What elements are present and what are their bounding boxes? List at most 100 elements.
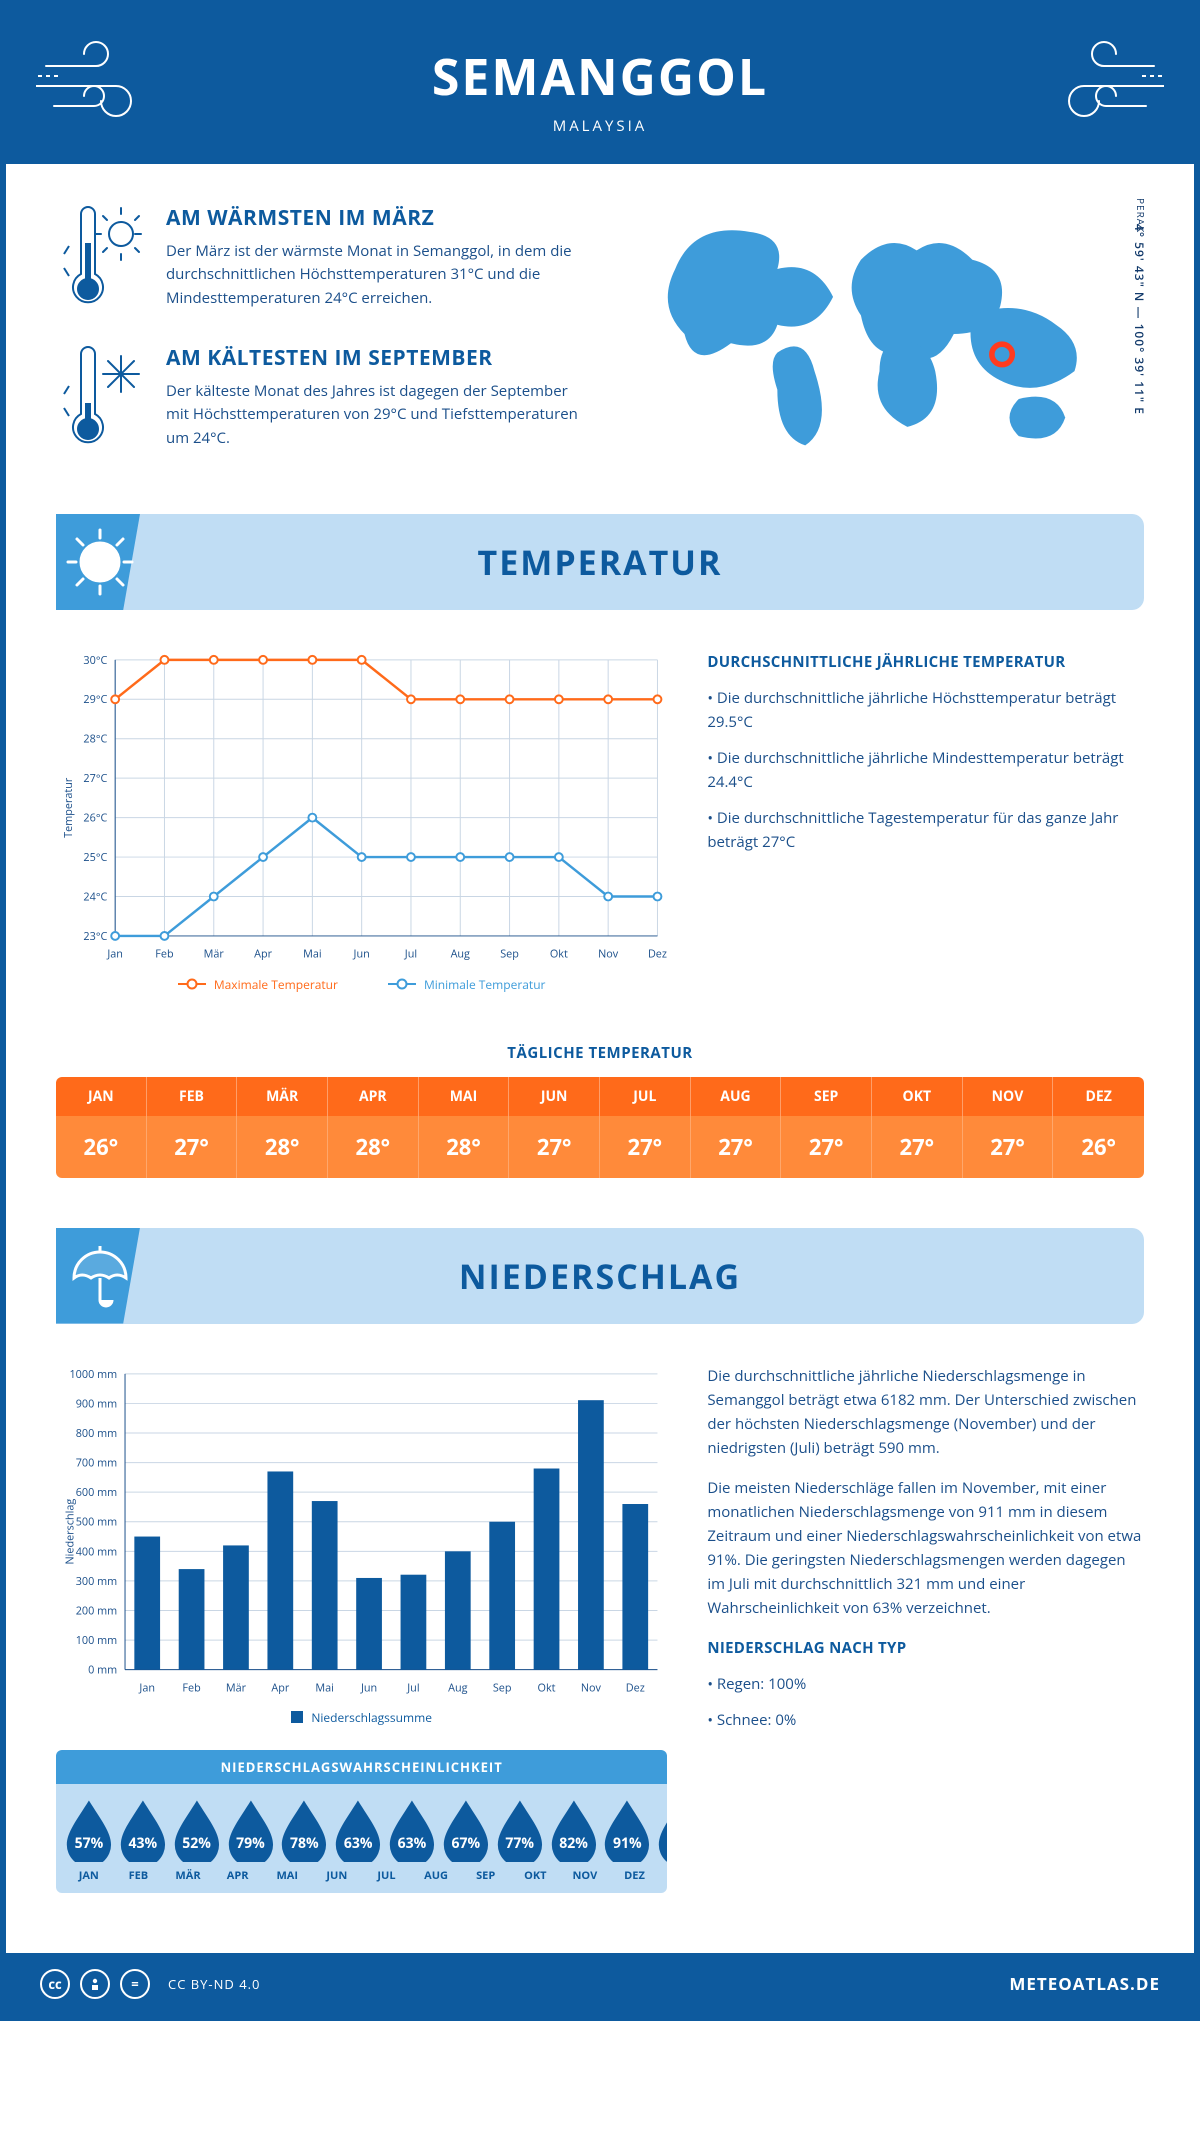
precip-prob-drop: 57% [64,1798,114,1867]
daily-month-head: APR [328,1077,419,1116]
svg-text:Aug: Aug [451,947,470,962]
precip-prob-month: JUN [312,1868,362,1883]
precip-prob-month: APR [213,1868,263,1883]
svg-text:Nov: Nov [598,947,619,962]
precip-prob-month: JAN [64,1868,114,1883]
svg-text:Okt: Okt [550,947,568,962]
temp-bullet-2: • Die durchschnittliche jährliche Mindes… [707,746,1144,794]
daily-temp-table: JANFEBMÄRAPRMAIJUNJULAUGSEPOKTNOVDEZ 26°… [56,1077,1144,1178]
svg-text:Sep: Sep [493,1680,512,1695]
daily-temp-value: 28° [328,1116,419,1178]
precip-prob-drop: 77% [495,1798,545,1867]
sun-icon [64,526,136,598]
precip-prob-month: NOV [560,1868,610,1883]
coldest-title: AM KÄLTESTEN IM SEPTEMBER [166,344,585,372]
daily-temp-value: 26° [1053,1116,1144,1178]
svg-text:29°C: 29°C [83,692,107,707]
daily-month-head: FEB [147,1077,238,1116]
precip-prob-drop: 76% [656,1798,667,1867]
site-name: METEOATLAS.DE [1009,1972,1160,1995]
svg-text:Feb: Feb [182,1680,201,1695]
daily-month-head: DEZ [1053,1077,1144,1116]
daily-temp-value: 27° [509,1116,600,1178]
precip-prob-drop: 91% [602,1798,652,1867]
wind-icon [36,36,176,126]
svg-text:30°C: 30°C [83,653,107,668]
footer: cc = CC BY-ND 4.0 METEOATLAS.DE [6,1953,1194,2015]
temp-bullet-1: • Die durchschnittliche jährliche Höchst… [707,686,1144,734]
svg-text:900 mm: 900 mm [76,1396,117,1411]
precip-prob-month: DEZ [610,1868,660,1883]
precip-prob-month: JUL [362,1868,412,1883]
svg-text:Apr: Apr [271,1680,289,1695]
precip-prob-title: NIEDERSCHLAGSWAHRSCHEINLICHKEIT [56,1750,667,1784]
thermometer-snow-icon [56,344,146,454]
svg-text:Jul: Jul [406,1680,419,1695]
svg-text:Mär: Mär [226,1680,247,1695]
cc-icon: cc [40,1969,70,1999]
svg-text:Dez: Dez [626,1680,645,1695]
temperature-legend: Maximale Temperatur Minimale Temperatur [56,976,667,993]
precip-para-2: Die meisten Niederschläge fallen im Nove… [707,1476,1144,1620]
precip-prob-month: FEB [114,1868,164,1883]
wind-icon [1024,36,1164,126]
precip-type-1: • Regen: 100% [707,1672,1144,1696]
svg-text:Mai: Mai [315,1680,334,1695]
legend-min-label: Minimale Temperatur [424,976,546,993]
precip-prob-drop: 79% [226,1798,276,1867]
world-map [615,204,1144,464]
svg-text:Temperatur: Temperatur [61,777,76,838]
daily-temp-value: 27° [600,1116,691,1178]
precip-banner: NIEDERSCHLAG [56,1228,1144,1324]
daily-month-head: MAI [419,1077,510,1116]
temperature-banner: TEMPERATUR [56,514,1144,610]
daily-month-head: OKT [872,1077,963,1116]
svg-text:Niederschlag: Niederschlag [63,1498,78,1564]
svg-text:100 mm: 100 mm [76,1633,117,1648]
precip-prob-month: SEP [461,1868,511,1883]
temperature-chart: 23°C24°C25°C26°C27°C28°C29°C30°CJanFebMä… [56,650,667,966]
svg-text:Sep: Sep [500,947,519,962]
thermometer-sun-icon [56,204,146,314]
svg-text:24°C: 24°C [83,889,107,904]
precip-prob-drop: 67% [441,1798,491,1867]
svg-text:25°C: 25°C [83,850,107,865]
precip-prob-drop: 82% [549,1798,599,1867]
coordinates: 4° 59' 43" N — 100° 39' 11" E [1131,224,1148,415]
svg-text:200 mm: 200 mm [76,1603,117,1618]
legend-max-label: Maximale Temperatur [214,976,338,993]
temperature-title: TEMPERATUR [478,539,723,585]
svg-text:0 mm: 0 mm [88,1662,117,1677]
daily-month-head: SEP [781,1077,872,1116]
precip-prob-month: AUG [411,1868,461,1883]
svg-text:Jan: Jan [106,947,123,962]
svg-text:700 mm: 700 mm [76,1455,117,1470]
temp-side-heading: DURCHSCHNITTLICHE JÄHRLICHE TEMPERATUR [707,650,1144,674]
precip-type-2: • Schnee: 0% [707,1708,1144,1732]
svg-text:600 mm: 600 mm [76,1485,117,1500]
daily-temp-value: 27° [872,1116,963,1178]
precip-prob-month: MÄR [163,1868,213,1883]
warmest-fact: AM WÄRMSTEN IM MÄRZ Der März ist der wär… [56,204,585,314]
precip-legend: Niederschlagssumme [56,1709,667,1726]
svg-text:Feb: Feb [155,947,174,962]
daily-temp-value: 28° [419,1116,510,1178]
daily-month-head: AUG [691,1077,782,1116]
svg-text:Jun: Jun [353,947,370,962]
umbrella-icon [64,1240,136,1312]
svg-text:Dez: Dez [648,947,667,962]
precip-prob-month: MAI [262,1868,312,1883]
coldest-body: Der kälteste Monat des Jahres ist dagege… [166,380,585,450]
precip-chart: 0 mm100 mm200 mm300 mm400 mm500 mm600 mm… [56,1364,667,1699]
svg-text:28°C: 28°C [83,732,107,747]
precip-prob-drop: 43% [118,1798,168,1867]
header: SEMANGGOL MALAYSIA [6,6,1194,164]
temp-bullet-3: • Die durchschnittliche Tagestemperatur … [707,806,1144,854]
svg-text:23°C: 23°C [83,929,107,944]
svg-text:Nov: Nov [581,1680,602,1695]
daily-month-head: JUN [509,1077,600,1116]
svg-text:Jun: Jun [360,1680,377,1695]
precip-prob-month: OKT [510,1868,560,1883]
svg-text:26°C: 26°C [83,811,107,826]
precip-prob-drop: 52% [172,1798,222,1867]
